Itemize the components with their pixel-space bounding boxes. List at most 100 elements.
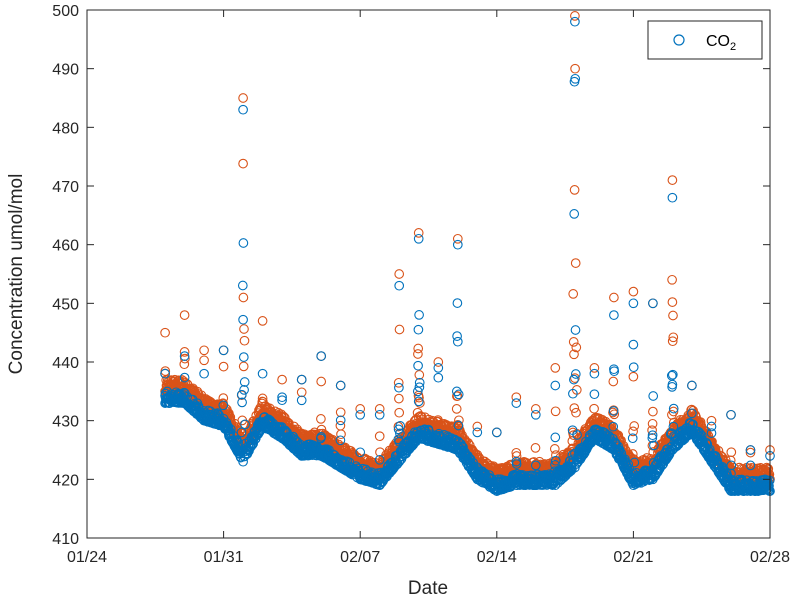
co2-point bbox=[648, 391, 659, 401]
co2-point bbox=[316, 351, 327, 361]
co2-point bbox=[335, 415, 346, 426]
co2-point bbox=[232, 435, 242, 445]
legend: CO2 bbox=[647, 20, 763, 60]
co2-point bbox=[452, 331, 462, 341]
y-tick-label: 490 bbox=[52, 62, 79, 79]
co2-point bbox=[451, 386, 462, 397]
co2-point bbox=[218, 345, 229, 356]
co2-point bbox=[511, 398, 522, 408]
orange-series-point bbox=[570, 11, 580, 21]
legend-label-subscript: 2 bbox=[730, 41, 736, 53]
co2-point bbox=[745, 460, 756, 471]
co2-point bbox=[609, 366, 620, 377]
co2-point bbox=[414, 382, 425, 393]
co2-point bbox=[414, 377, 425, 388]
co2-point bbox=[627, 433, 638, 444]
x-tick-label: 02/07 bbox=[340, 549, 380, 566]
x-tick-label: 01/24 bbox=[67, 549, 107, 566]
co2-point bbox=[511, 459, 522, 469]
orange-series-point bbox=[238, 292, 249, 303]
orange-series-point bbox=[530, 404, 541, 414]
y-tick-label: 440 bbox=[52, 355, 79, 372]
co2-point bbox=[629, 457, 640, 468]
co2-point bbox=[236, 389, 247, 400]
co2-point bbox=[355, 409, 366, 420]
co2-point bbox=[706, 428, 717, 438]
orange-series-point bbox=[667, 297, 678, 307]
co2-point bbox=[395, 428, 405, 439]
orange-series-point bbox=[629, 421, 640, 431]
orange-series-point bbox=[239, 324, 249, 334]
orange-series-point bbox=[667, 336, 678, 347]
co2-point bbox=[458, 442, 468, 453]
y-axis-title: Concentration umol/mol bbox=[6, 174, 27, 375]
orange-series-point bbox=[451, 404, 462, 414]
co2-point bbox=[550, 455, 561, 466]
co2-point bbox=[296, 395, 307, 406]
orange-series-point bbox=[745, 447, 756, 458]
orange-series-point bbox=[569, 349, 579, 360]
orange-series-point bbox=[414, 370, 425, 380]
co2-point bbox=[569, 374, 579, 385]
orange-series-point bbox=[335, 407, 346, 418]
orange-series-point bbox=[628, 286, 639, 297]
co2-point bbox=[570, 16, 580, 27]
co2-point bbox=[745, 445, 756, 455]
co2-point bbox=[452, 298, 463, 308]
orange-series-point bbox=[433, 357, 444, 367]
orange-series-point bbox=[414, 392, 424, 403]
axis-ticks bbox=[86, 9, 771, 539]
orange-series-point bbox=[238, 93, 248, 103]
co2-point bbox=[589, 368, 600, 379]
co2-point bbox=[335, 380, 346, 391]
y-tick-label: 480 bbox=[52, 120, 79, 137]
co2-point bbox=[649, 440, 659, 451]
orange-series-point bbox=[413, 349, 423, 359]
co2-point bbox=[712, 455, 723, 466]
y-tick-label: 460 bbox=[52, 238, 79, 255]
orange-series-point bbox=[706, 415, 717, 426]
co2-point bbox=[233, 437, 244, 448]
co2-point bbox=[530, 409, 541, 420]
co2-point bbox=[374, 409, 385, 420]
orange-series-point bbox=[568, 289, 579, 299]
y-tick-label: 420 bbox=[52, 472, 79, 489]
co2-point bbox=[179, 372, 190, 383]
orange-series-point bbox=[415, 398, 425, 408]
co2-point bbox=[667, 379, 678, 390]
orange-series-point bbox=[589, 403, 599, 414]
orange-series-point bbox=[394, 324, 405, 335]
orange-series-point bbox=[349, 449, 360, 460]
orange-series-point bbox=[296, 387, 307, 398]
orange-series-point bbox=[570, 258, 581, 268]
co2-point bbox=[239, 385, 249, 395]
series-co2-markers bbox=[160, 16, 775, 496]
co2-point bbox=[572, 430, 582, 440]
orange-series-point bbox=[454, 415, 464, 426]
orange-series-point bbox=[452, 391, 463, 401]
orange-series-point bbox=[413, 228, 424, 238]
orange-series-point bbox=[199, 355, 209, 366]
co2-point bbox=[668, 421, 679, 432]
co2-point bbox=[491, 427, 502, 438]
co2-point bbox=[277, 395, 287, 406]
co2-point bbox=[726, 460, 737, 471]
co2-point bbox=[394, 382, 404, 393]
x-tick-label: 02/21 bbox=[613, 549, 653, 566]
co2-point bbox=[238, 352, 249, 362]
orange-series-point bbox=[472, 421, 483, 432]
orange-series-point bbox=[336, 429, 346, 440]
orange-series-point bbox=[570, 373, 580, 383]
co2-point bbox=[413, 360, 423, 371]
orange-series-point bbox=[628, 371, 639, 382]
orange-series-point bbox=[238, 361, 249, 372]
orange-series-point bbox=[199, 345, 209, 356]
co2-point bbox=[463, 450, 473, 461]
orange-series-point bbox=[667, 175, 678, 185]
orange-series-point bbox=[648, 406, 658, 417]
legend-label-co2: CO2 bbox=[706, 33, 736, 53]
co2-point bbox=[453, 389, 464, 400]
co2-point bbox=[238, 314, 248, 325]
co2-point bbox=[570, 325, 581, 335]
co2-point bbox=[453, 420, 464, 431]
